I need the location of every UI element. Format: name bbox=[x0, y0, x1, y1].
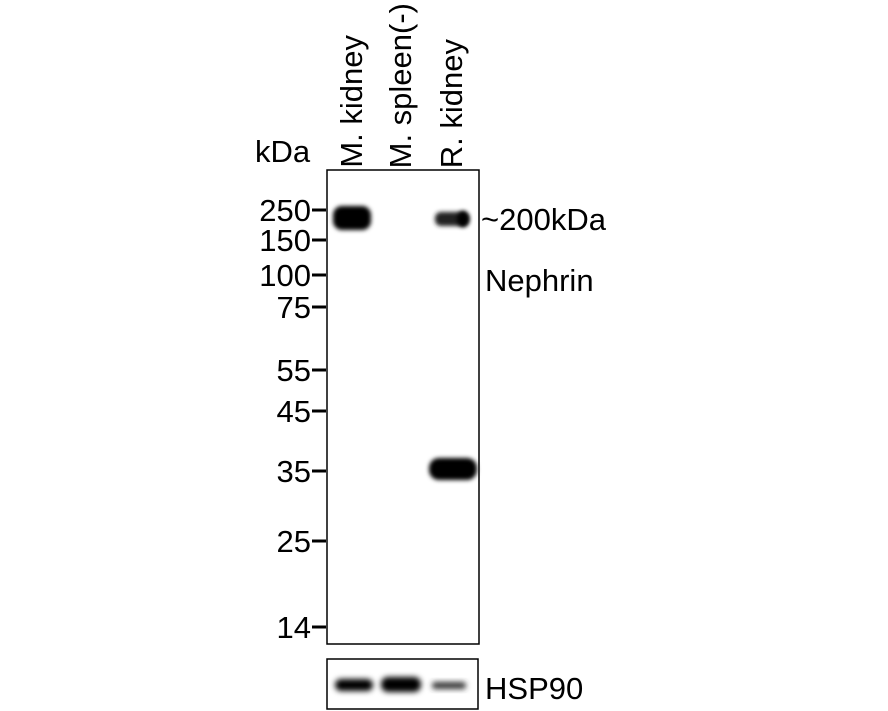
loading-control-panel bbox=[326, 658, 479, 710]
marker-ticks bbox=[312, 208, 326, 629]
target-size-label: ~200kDa bbox=[481, 202, 606, 237]
marker-label: 250 bbox=[259, 193, 311, 228]
hsp90-band-lane1 bbox=[335, 679, 373, 691]
marker-label: 35 bbox=[276, 454, 311, 489]
lane-label-1: M. kidney bbox=[334, 35, 369, 168]
hsp90-band-lane3 bbox=[432, 682, 466, 689]
main-blot-frame bbox=[326, 169, 480, 645]
unit-label: kDa bbox=[255, 134, 311, 169]
band-lane3-200kda-edge bbox=[457, 211, 469, 227]
hsp90-band-lane2 bbox=[381, 677, 421, 692]
marker-label: 100 bbox=[259, 258, 311, 293]
marker-label: 14 bbox=[276, 610, 311, 645]
target-name-label: Nephrin bbox=[485, 263, 594, 298]
marker-label: 150 bbox=[259, 223, 311, 258]
band-lane1-200kda bbox=[333, 206, 371, 230]
marker-label: 25 bbox=[276, 524, 311, 559]
lane-label-2: M. spleen(-) bbox=[383, 2, 418, 168]
marker-label: 55 bbox=[276, 353, 311, 388]
main-blot-panel bbox=[326, 169, 480, 645]
lane-label-3: R. kidney bbox=[434, 38, 469, 168]
band-lane3-35kda bbox=[429, 458, 477, 480]
loading-control-label: HSP90 bbox=[485, 671, 584, 706]
marker-label: 45 bbox=[276, 394, 311, 429]
marker-label: 75 bbox=[276, 290, 311, 325]
